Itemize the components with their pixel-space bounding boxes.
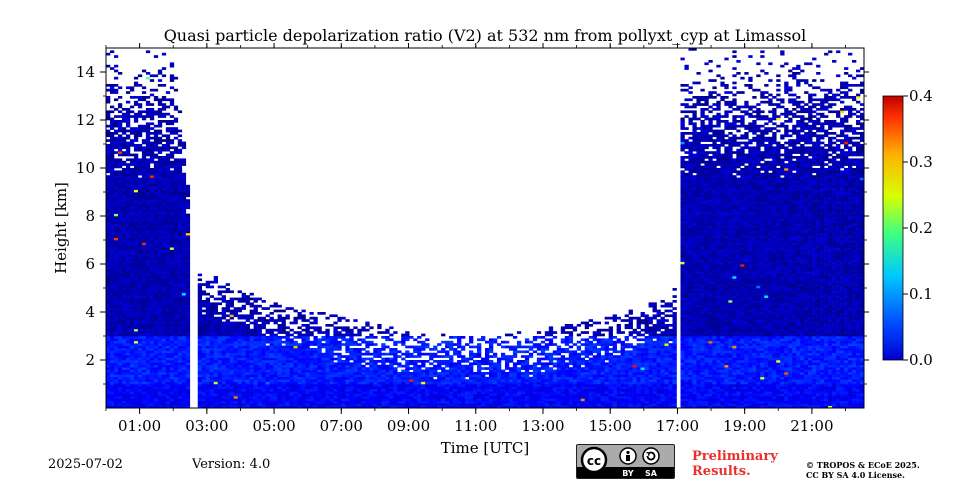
date-label: 2025-07-02 <box>48 457 123 472</box>
colorbar <box>883 96 903 360</box>
x-tick-label: 01:00 <box>118 417 161 435</box>
x-tick-label: 17:00 <box>656 417 699 435</box>
colorbar-tick-label: 0.3 <box>909 153 933 171</box>
chart-title: Quasi particle depolarization ratio (V2)… <box>164 26 807 45</box>
preliminary-line-2: Results. <box>692 464 778 479</box>
y-tick-label: 12 <box>76 111 95 129</box>
x-tick-label: 15:00 <box>589 417 632 435</box>
x-tick-label: 05:00 <box>252 417 295 435</box>
cc-license-badge: cc BY SA <box>576 444 675 479</box>
colorbar-tick-label: 0.4 <box>909 87 933 105</box>
colorbar-tick-label: 0.2 <box>909 219 933 237</box>
x-tick-label: 09:00 <box>387 417 430 435</box>
colorbar-tick-label: 0.0 <box>909 351 933 369</box>
y-tick-label: 2 <box>85 351 95 369</box>
x-tick-label: 13:00 <box>521 417 564 435</box>
sa-label: SA <box>645 469 658 478</box>
preliminary-results-note: Preliminary Results. <box>692 449 778 479</box>
y-tick-label: 4 <box>85 303 95 321</box>
heatmap-area <box>106 48 864 408</box>
sa-share-icon <box>643 448 659 464</box>
by-label: BY <box>622 469 634 478</box>
x-tick-label: 11:00 <box>454 417 497 435</box>
colorbar-tick-label: 0.1 <box>909 285 933 303</box>
y-tick-label: 8 <box>85 207 95 225</box>
x-axis-label: Time [UTC] <box>441 439 530 457</box>
license-line-1: © TROPOS & ECoE 2025. <box>806 460 920 470</box>
x-tick-label: 19:00 <box>723 417 766 435</box>
colorbar-ticks: 0.0 0.1 0.2 0.3 0.4 <box>903 87 933 369</box>
version-label: Version: 4.0 <box>192 457 270 472</box>
x-tick-label: 07:00 <box>320 417 363 435</box>
y-axis-label: Height [km] <box>52 182 70 274</box>
cc-symbol-text: cc <box>587 454 601 468</box>
license-note: © TROPOS & ECoE 2025. CC BY SA 4.0 Licen… <box>806 460 920 480</box>
y-tick-label: 6 <box>85 255 95 273</box>
license-line-2: CC BY SA 4.0 License. <box>806 470 920 480</box>
preliminary-line-1: Preliminary <box>692 449 778 464</box>
x-tick-label: 03:00 <box>185 417 228 435</box>
y-tick-label: 10 <box>76 159 95 177</box>
x-tick-label: 21:00 <box>790 417 833 435</box>
y-tick-label: 14 <box>76 63 95 81</box>
